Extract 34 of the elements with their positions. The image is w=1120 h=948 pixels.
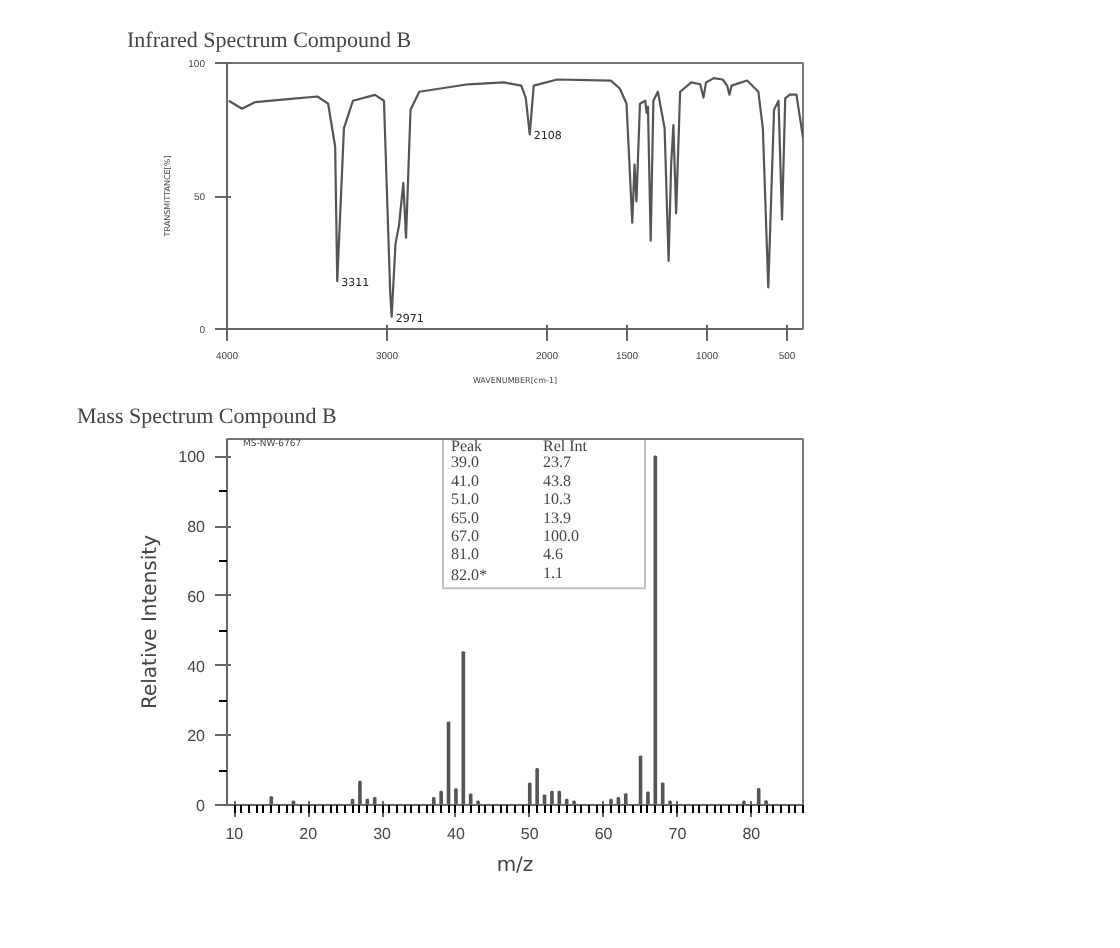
x-tick-label: 10 [225, 825, 245, 843]
y-tick-label: 60 [187, 587, 207, 606]
annotation: 10.3 [543, 490, 571, 509]
x-axis-title: m/z [496, 855, 534, 877]
y-tick-label: 0 [196, 797, 207, 815]
x-tick-label: 70 [668, 825, 688, 843]
annotation: 23.7 [543, 453, 571, 472]
annotation: 13.9 [543, 508, 571, 527]
annotation: 41.0 [451, 471, 479, 490]
annotation: 67.0 [451, 527, 479, 545]
annotation: 82.0* [451, 565, 487, 584]
annotation: 39.0 [451, 453, 479, 472]
chart-title: Mass Spectrum Compound B [77, 405, 337, 429]
annotation: 81.0 [451, 545, 479, 564]
x-tick-label: 20 [299, 825, 319, 843]
y-tick-label: 80 [187, 518, 207, 537]
annotation: 65.0 [451, 508, 479, 527]
chart-title: Infrared Spectrum Compound B [127, 29, 412, 53]
annotation: Peak [451, 437, 483, 455]
annotation: 43.8 [543, 471, 571, 490]
x-tick-label: 60 [594, 825, 614, 843]
x-tick-label: 50 [520, 825, 540, 843]
x-tick-label: 30 [373, 825, 393, 843]
annotation: Rel Int [543, 437, 589, 455]
y-axis-title: Relative Intensity [140, 534, 163, 710]
annotation: 4.6 [543, 545, 563, 564]
x-tick-label: 40 [447, 825, 466, 843]
y-tick-label: 40 [187, 657, 207, 676]
y-tick-label: 20 [187, 727, 207, 746]
y-tick-label: 100 [178, 448, 207, 467]
annotation: 100.0 [543, 527, 579, 545]
x-tick-label: 80 [742, 825, 762, 843]
annotation: 51.0 [451, 490, 479, 509]
annotation: 1.1 [543, 563, 563, 582]
